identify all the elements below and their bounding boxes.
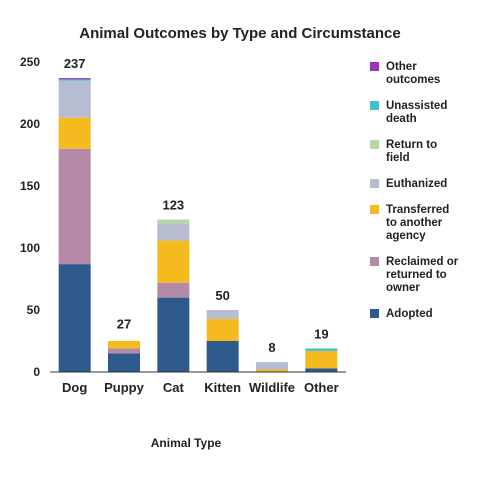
bar-segment (108, 353, 140, 372)
total-data-label: 27 (117, 317, 131, 332)
y-tick-label: 0 (33, 365, 40, 379)
bar-segment (58, 148, 91, 265)
legend-item: Adopted (386, 308, 433, 320)
y-tick-label: 150 (20, 179, 40, 193)
total-data-label: 19 (314, 326, 328, 341)
legend-item: Reclaimed or returned to owner (386, 256, 459, 294)
axes-group: 0 50 100 150 200 250 Dog 237 Puppy 27 Cat 123 Kitten… (20, 55, 346, 395)
bars-group (58, 78, 338, 372)
x-axis-label: Animal Type (151, 436, 222, 450)
bar-segment (58, 79, 91, 81)
x-tick-label: Puppy (104, 380, 144, 395)
total-data-label: 123 (162, 197, 184, 212)
legend-item: Unassisted death (386, 100, 447, 125)
bar-segment (206, 318, 239, 341)
legend-item: Other outcomes (386, 61, 440, 86)
legend-swatch (370, 140, 379, 149)
total-data-label: 50 (215, 288, 229, 303)
bar-segment (206, 341, 239, 372)
y-tick-label: 50 (27, 303, 41, 317)
bar-segment (157, 282, 190, 298)
bar-segment (58, 78, 91, 80)
legend-swatch (370, 205, 379, 214)
bar-segment (305, 368, 338, 372)
x-tick-label: Cat (163, 380, 185, 395)
bar-segment (256, 369, 288, 372)
x-tick-label: Wildlife (249, 380, 295, 395)
bar-segment (305, 348, 338, 351)
bar-segment (58, 80, 91, 118)
legend-swatch (370, 309, 379, 318)
legend-item: Euthanized (386, 178, 447, 190)
bar-segment (108, 348, 140, 354)
bar-segment (157, 223, 190, 241)
legend-swatch (370, 257, 379, 266)
legend-swatch (370, 101, 379, 110)
bar-segment (206, 310, 239, 319)
bar-segment (305, 350, 338, 369)
legend-swatch (370, 179, 379, 188)
bar-segment (157, 297, 190, 372)
y-tick-label: 250 (20, 55, 40, 69)
chart-title: Animal Outcomes by Type and Circumstance (79, 25, 400, 42)
bar-segment (58, 264, 91, 372)
legend-item: Transferred to another agency (386, 204, 449, 242)
bar-segment (157, 240, 190, 283)
legend: Other outcomes Unassisted death Return to fie… (370, 61, 459, 320)
bar-segment (157, 219, 190, 224)
total-data-label: 237 (64, 56, 86, 71)
y-tick-label: 100 (20, 241, 40, 255)
bar-segment (256, 362, 288, 370)
y-tick-label: 200 (20, 117, 40, 131)
bar-segment (108, 341, 140, 349)
bar-segment (58, 117, 91, 149)
x-tick-label: Other (304, 380, 339, 395)
x-tick-label: Dog (62, 380, 87, 395)
x-tick-label: Kitten (204, 380, 241, 395)
total-data-label: 8 (268, 340, 275, 355)
legend-swatch (370, 62, 379, 71)
legend-item: Return to field (386, 139, 437, 164)
